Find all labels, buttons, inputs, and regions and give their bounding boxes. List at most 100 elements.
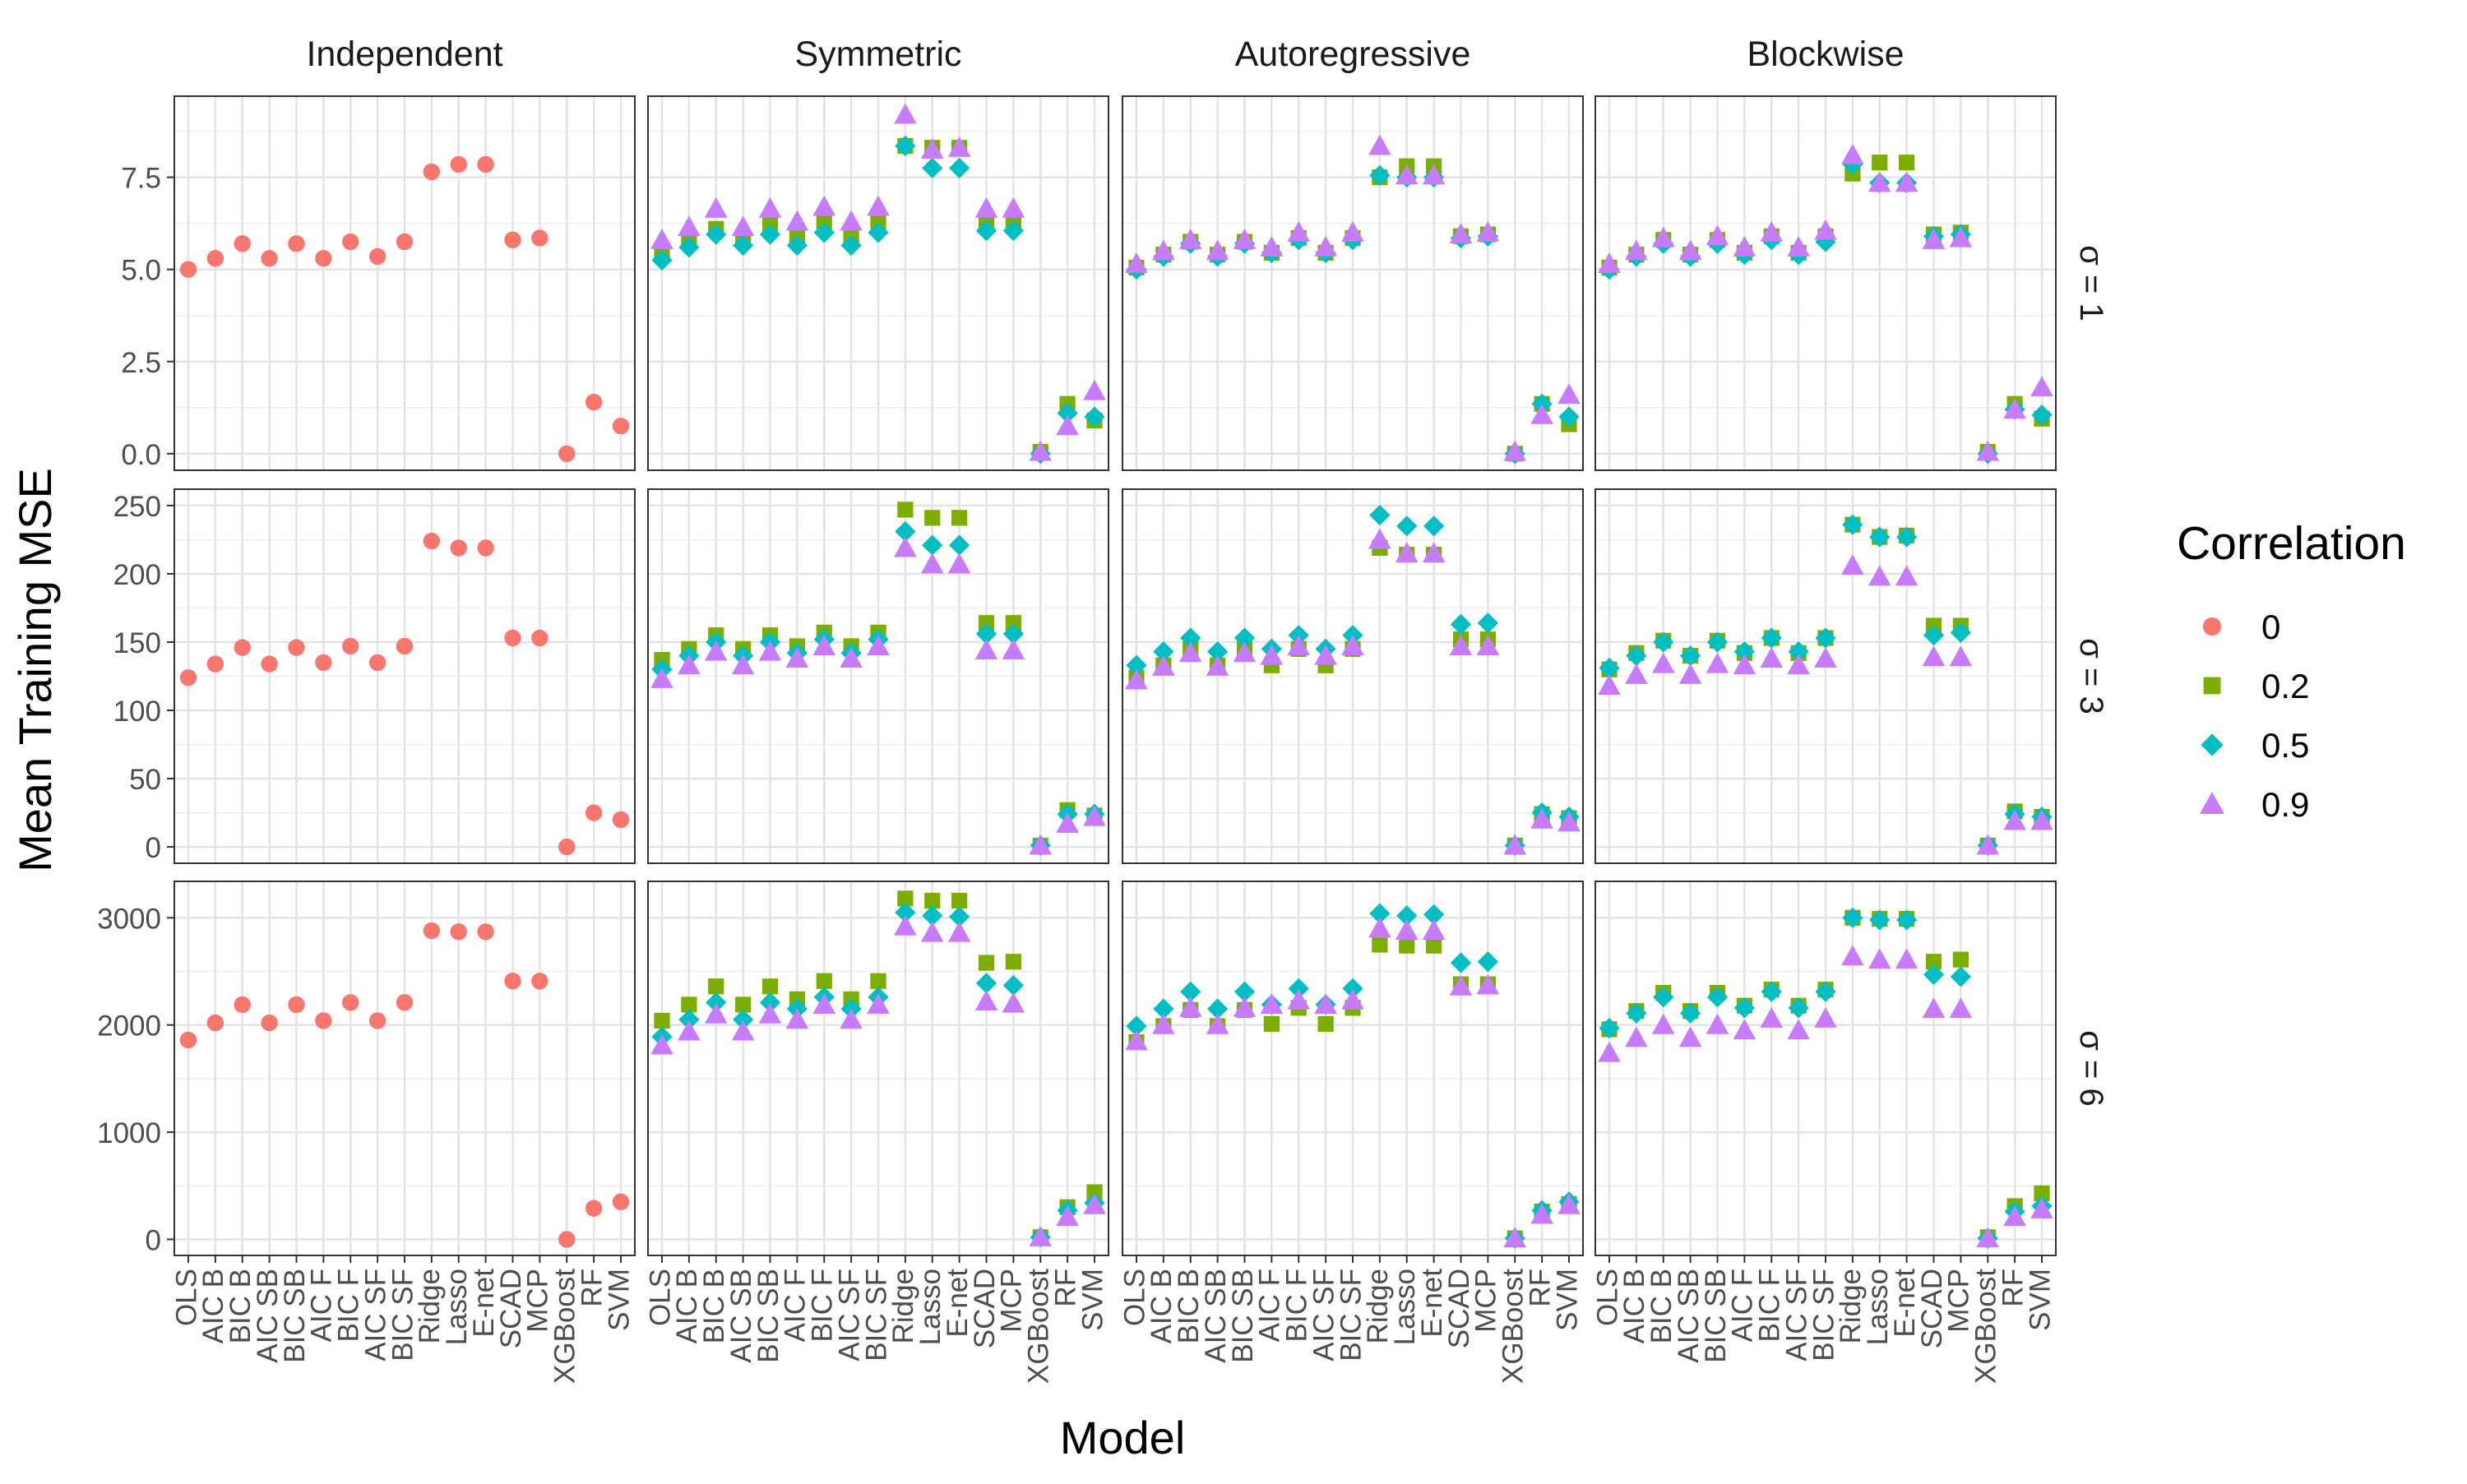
data-point [2003,1205,2026,1227]
data-point [812,993,836,1014]
data-point [1815,981,1836,1002]
x-tick-label: AIC F [1254,1269,1286,1342]
data-point [840,234,862,257]
x-tick-label: AIC F [780,1269,812,1342]
x-tick-label: SCAD [1916,1269,1948,1348]
data-point [423,532,441,550]
data-point [1841,143,1864,164]
data-point [1733,235,1757,257]
x-tick-label: AIC SF [833,1269,865,1361]
data-point [678,1009,700,1030]
data-point [1678,1026,1702,1047]
data-point [1178,996,1202,1017]
y-tick-label: 2000 [97,1010,161,1042]
x-tick-label: MCP [522,1269,554,1333]
data-point [1923,964,1945,986]
data-point [1422,164,1446,185]
x-tick-label: SCAD [969,1269,1001,1348]
x-tick-label: BIC SB [279,1269,311,1363]
data-point [1180,981,1201,1002]
panel-border [1122,488,1584,864]
x-tick-label: RF [1997,1269,2029,1307]
data-point [1706,631,1729,653]
data-point [1178,229,1202,249]
data-point [1976,1227,2000,1248]
data-point [1558,406,1580,428]
data-point [1395,164,1419,185]
data-point [812,195,836,216]
data-point [1680,1002,1701,1024]
data-point [1976,834,2000,855]
data-point [1949,226,1973,247]
x-tick-label: BIC F [807,1269,839,1342]
data-point [1005,954,1021,970]
legend-key [2202,617,2222,636]
data-point [179,668,197,687]
x-tick-label: OLS [170,1269,202,1326]
data-point [1260,644,1284,665]
data-point [759,992,781,1013]
data-point [1125,1029,1148,1051]
data-point [951,892,968,909]
data-point [1476,973,1500,995]
data-point [922,157,943,179]
data-point [234,235,251,252]
legend-label: 0 [2261,608,2280,646]
data-point [1126,654,1147,676]
facet-panel [1122,488,1584,864]
data-point [978,955,995,971]
data-point [1314,644,1337,665]
data-point [477,539,494,557]
data-point [758,640,782,661]
data-point [1895,565,1919,586]
data-point [1503,834,1527,855]
data-point [947,921,971,942]
data-point [1760,1007,1784,1028]
x-tick-label: Lasso [914,1269,947,1345]
data-point [1002,639,1025,659]
x-tick-label: AIC F [306,1269,338,1342]
data-point [1422,542,1446,563]
x-tick-label: SVM [1551,1269,1583,1331]
data-point [477,155,494,173]
x-axis-title: Model [1060,1412,1186,1463]
data-point [1841,554,1864,576]
data-point [1450,613,1472,635]
data-point [477,923,494,941]
panel-border [174,488,636,864]
data-point [924,892,941,909]
data-point [1706,987,1729,1008]
data-point [2030,809,2053,830]
data-point [785,1008,809,1029]
data-point [1733,1019,1757,1040]
data-point [1477,613,1498,634]
data-point [816,973,832,989]
data-point [1949,997,1973,1019]
data-point [368,247,386,266]
data-point [758,1002,782,1024]
data-point [1653,987,1674,1008]
facet-panel [647,95,1109,471]
data-point [288,996,305,1014]
x-tick-label: OLS [644,1269,676,1326]
data-point [1557,383,1581,405]
data-point [1922,229,1946,249]
data-point [1002,220,1024,242]
data-point [1395,919,1419,941]
data-point [1599,1018,1620,1039]
data-point [1029,1226,1053,1246]
data-point [1449,635,1473,656]
data-point [1125,252,1148,274]
data-point [1788,997,1809,1019]
data-point [867,635,890,656]
data-point [1503,440,1527,461]
data-point [396,233,414,251]
data-point [1706,1013,1729,1034]
x-tick-label: RF [1524,1269,1556,1307]
data-point [1950,622,1971,643]
x-tick-label: MCP [1943,1269,1975,1333]
data-point [1625,1026,1648,1047]
data-point [1678,663,1702,684]
data-point [396,637,414,655]
